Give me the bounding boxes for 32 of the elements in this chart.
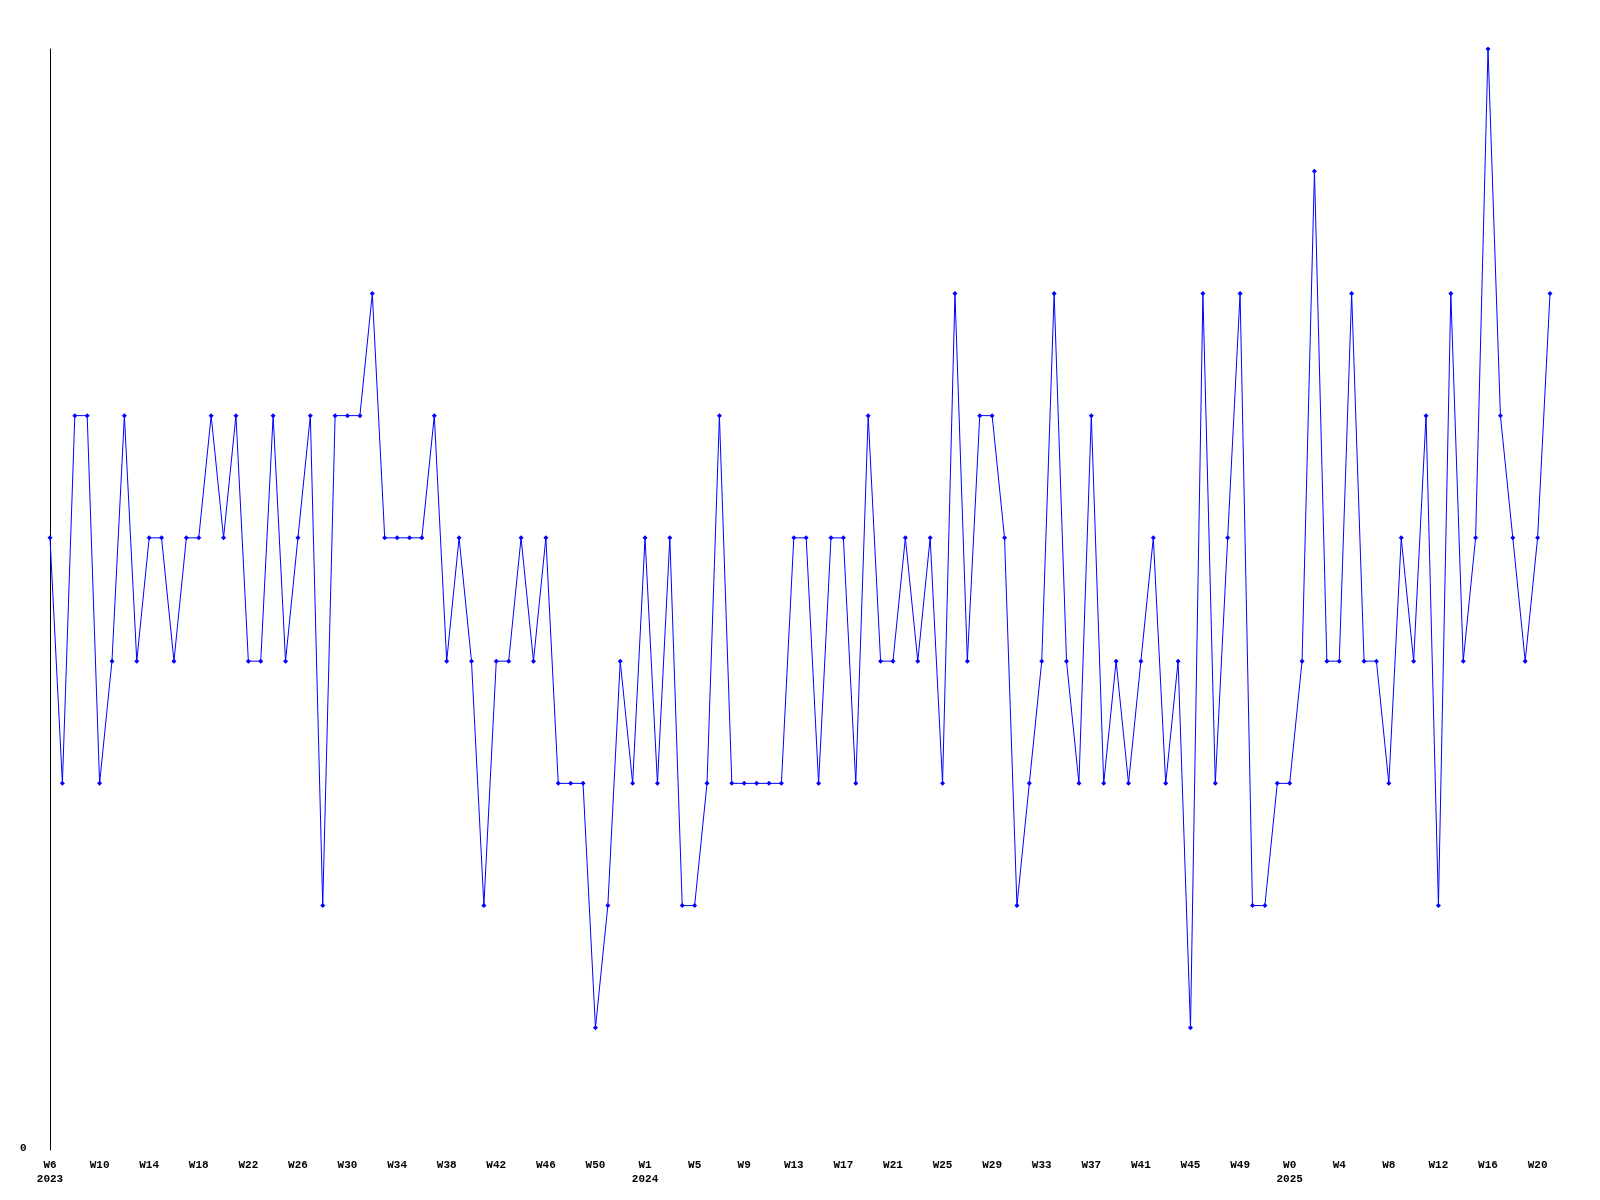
x-tick-label: W25 <box>932 1159 953 1171</box>
x-tick-label: W4 <box>1332 1159 1347 1171</box>
x-tick-label: W8 <box>1382 1159 1396 1171</box>
x-tick-label: W37 <box>1081 1159 1102 1171</box>
x-tick-label: W12 <box>1428 1159 1449 1171</box>
x-tick-label: W9 <box>737 1159 751 1171</box>
x-tick-label: W10 <box>89 1159 110 1171</box>
x-tick-label: W33 <box>1031 1159 1053 1171</box>
x-tick-label: W46 <box>535 1159 556 1171</box>
x-tick-label: W38 <box>436 1159 457 1171</box>
x-tick-label: W18 <box>188 1159 210 1171</box>
x-tick-label: W5 <box>688 1159 702 1171</box>
x-tick-label: W1 2024 <box>631 1159 659 1185</box>
x-tick-label: W13 <box>783 1159 805 1171</box>
x-tick-label: W30 <box>337 1159 358 1171</box>
x-tick-label: W14 <box>139 1159 160 1171</box>
x-tick-label: W26 <box>288 1159 308 1171</box>
x-tick-label: W34 <box>387 1159 408 1171</box>
x-tick-label: W49 <box>1230 1159 1250 1171</box>
x-tick-label: W16 <box>1478 1159 1498 1171</box>
x-tick-label: W41 <box>1131 1159 1152 1171</box>
x-tick-label: W21 <box>883 1159 904 1171</box>
x-tick-label: W6 2023 <box>36 1159 64 1185</box>
x-tick-label: W45 <box>1180 1159 1201 1171</box>
x-tick-label: W0 2025 <box>1276 1159 1304 1185</box>
x-tick-label: W20 <box>1527 1159 1548 1171</box>
x-tick-label: W42 <box>486 1159 507 1171</box>
x-tick-label: W29 <box>982 1159 1003 1171</box>
text: 0 <box>20 1141 27 1154</box>
x-tick-label: W50 <box>585 1159 606 1171</box>
x-tick-label: W17 <box>833 1159 854 1171</box>
x-tick-label: W22 <box>238 1159 259 1171</box>
